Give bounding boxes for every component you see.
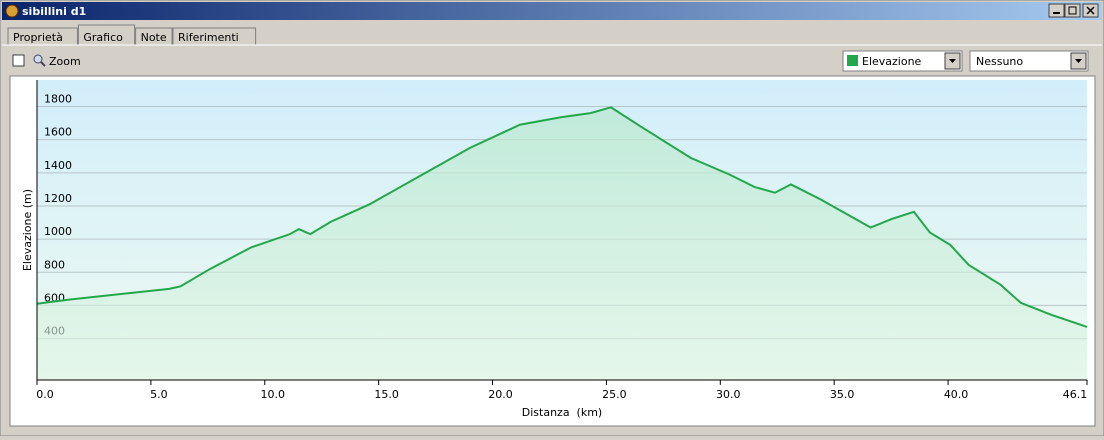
maximize-button[interactable] [1064, 3, 1081, 18]
window-buttons[interactable] [1048, 3, 1099, 18]
x-tick-label: 20.0 [488, 388, 513, 401]
zoom-checkbox[interactable] [12, 54, 25, 67]
minimize-button[interactable] [1048, 3, 1065, 18]
x-tick-label: 30.0 [716, 388, 741, 401]
y-tick-label: 800 [44, 258, 65, 271]
x-axis-label: Distanza (km) [522, 406, 602, 419]
tab-label: Grafico [83, 31, 123, 44]
series-select[interactable] [842, 50, 963, 72]
x-tick-label: 5.0 [150, 388, 168, 401]
x-tick-label: 15.0 [374, 388, 399, 401]
series-swatch [847, 55, 858, 66]
title-bar [2, 2, 1102, 20]
tab-label: Proprietà [13, 31, 63, 44]
second-select[interactable] [969, 50, 1089, 72]
y-tick-label: 1800 [44, 93, 72, 106]
x-tick-label: 46.1 [1063, 388, 1088, 401]
series-select-text: Elevazione [862, 55, 922, 68]
second-select-text: Nessuno [976, 55, 1023, 68]
window-title: sibillini d1 [22, 5, 86, 18]
tab-label: Note [141, 31, 167, 44]
y-tick-label: 1200 [44, 192, 72, 205]
zoom-icon [33, 54, 43, 64]
x-tick-label: 25.0 [602, 388, 627, 401]
tab-label: Riferimenti [178, 31, 239, 44]
x-tick-label: 10.0 [261, 388, 286, 401]
x-tick-label: 35.0 [830, 388, 855, 401]
y-tick-label: 1400 [44, 159, 72, 172]
elevation-line [36, 106, 1088, 328]
y-tick-label: 1600 [44, 126, 72, 139]
zoom-label: Zoom [49, 55, 81, 68]
x-tick-label: 0.0 [36, 388, 54, 401]
x-tick-label: 40.0 [944, 388, 969, 401]
area-fill [37, 107, 1087, 380]
y-axis-label: Elevazione (m) [21, 189, 34, 271]
app-icon [5, 4, 19, 18]
y-tick-label: 1000 [44, 225, 72, 238]
